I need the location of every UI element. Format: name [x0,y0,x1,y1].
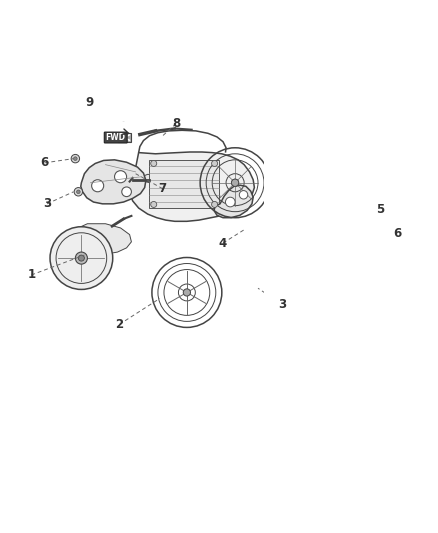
Circle shape [120,112,128,120]
Circle shape [114,171,127,183]
FancyBboxPatch shape [104,132,127,143]
Circle shape [77,190,80,193]
Circle shape [50,227,113,289]
Polygon shape [141,174,220,202]
Circle shape [122,115,125,118]
Circle shape [239,191,248,199]
Text: 4: 4 [219,237,227,249]
Text: 3: 3 [278,298,286,311]
Circle shape [212,201,218,207]
Circle shape [151,160,157,166]
Polygon shape [81,224,131,254]
Circle shape [396,219,403,225]
Circle shape [183,289,191,296]
Circle shape [75,252,88,264]
Circle shape [151,201,157,207]
Polygon shape [214,185,253,217]
Circle shape [78,255,85,261]
Circle shape [122,187,131,197]
Circle shape [74,157,77,160]
Circle shape [226,197,235,207]
Circle shape [381,198,388,206]
Circle shape [397,220,401,224]
Text: 2: 2 [115,318,124,331]
Circle shape [71,155,80,163]
Text: 5: 5 [376,204,384,216]
Polygon shape [130,152,254,221]
Text: 8: 8 [172,117,180,130]
Text: 1: 1 [27,269,35,281]
Text: 6: 6 [40,156,49,169]
Circle shape [212,160,218,166]
Circle shape [383,200,386,204]
FancyBboxPatch shape [117,133,131,142]
Text: FWD: FWD [106,133,126,142]
Text: 6: 6 [394,228,402,240]
Text: 9: 9 [85,96,93,109]
Polygon shape [81,160,146,204]
Circle shape [74,188,83,196]
Text: 7: 7 [159,182,167,195]
Circle shape [231,179,239,187]
Circle shape [92,180,104,192]
FancyBboxPatch shape [149,160,219,208]
Text: 3: 3 [43,197,51,211]
